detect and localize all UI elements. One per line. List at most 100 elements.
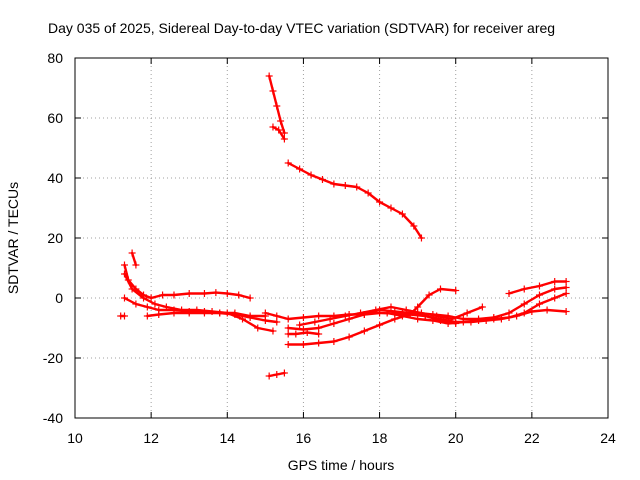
- data-point: [128, 249, 136, 257]
- data-point: [273, 102, 281, 110]
- data-point: [185, 290, 193, 297]
- y-tick-label: 80: [47, 50, 63, 66]
- data-point: [120, 312, 128, 320]
- data-point: [265, 372, 273, 380]
- data-point: [265, 72, 273, 80]
- data-point: [387, 303, 395, 311]
- data-point: [364, 189, 372, 197]
- data-point: [170, 291, 178, 299]
- data-point: [444, 320, 452, 327]
- series-track-14: [284, 329, 323, 338]
- data-point: [254, 324, 262, 332]
- data-series: [117, 72, 570, 380]
- data-point: [562, 290, 570, 297]
- data-point: [120, 294, 128, 302]
- data-point: [429, 311, 437, 318]
- data-point: [360, 327, 368, 335]
- data-point: [311, 318, 319, 326]
- data-point: [417, 234, 425, 242]
- y-tick-label: 60: [47, 110, 63, 126]
- series-track-10: [265, 369, 288, 380]
- data-point: [425, 291, 433, 299]
- data-point: [231, 309, 239, 317]
- data-point: [478, 303, 486, 311]
- data-point: [275, 126, 283, 134]
- data-point: [128, 285, 136, 293]
- data-point: [261, 309, 269, 317]
- data-point: [284, 315, 292, 323]
- data-point: [475, 315, 483, 323]
- data-point: [562, 284, 570, 291]
- data-point: [303, 329, 311, 336]
- data-point: [200, 290, 208, 297]
- series-line: [287, 331, 320, 336]
- data-point: [345, 315, 353, 323]
- data-point: [414, 303, 422, 311]
- data-point: [353, 183, 361, 191]
- data-point: [140, 294, 148, 302]
- data-point: [284, 330, 292, 338]
- data-point: [269, 123, 277, 131]
- data-point: [185, 309, 193, 317]
- data-point: [414, 315, 422, 323]
- data-point: [551, 294, 559, 302]
- data-point: [277, 117, 285, 125]
- data-point: [246, 294, 254, 302]
- data-point: [318, 176, 326, 183]
- data-point: [235, 291, 243, 299]
- data-point: [520, 309, 528, 317]
- axis-ticks: 10 12 14 16 18 20 22 24 -40 -20 0 20 40 60 80: [43, 50, 616, 446]
- x-tick-label: 18: [372, 430, 388, 446]
- data-point: [551, 278, 559, 285]
- y-tick-label: -20: [43, 350, 63, 366]
- data-point: [296, 165, 304, 173]
- data-point: [520, 285, 528, 293]
- data-point: [330, 320, 338, 327]
- data-point: [410, 222, 418, 230]
- data-point: [535, 291, 543, 299]
- series-track-15: [296, 303, 486, 329]
- x-tick-label: 24: [600, 430, 616, 446]
- series-track-18: [505, 278, 570, 297]
- series-track-1: [117, 312, 128, 320]
- series-line: [123, 272, 275, 333]
- data-point: [398, 309, 406, 317]
- x-tick-label: 10: [67, 430, 83, 446]
- data-point: [284, 341, 292, 348]
- series-track-7: [265, 72, 288, 137]
- data-point: [505, 309, 513, 317]
- x-tick-label: 22: [524, 430, 540, 446]
- data-point: [299, 341, 307, 348]
- data-point: [452, 287, 460, 294]
- chart-title: Day 035 of 2025, Sidereal Day-to-day VTE…: [48, 20, 555, 36]
- data-point: [246, 312, 254, 320]
- data-point: [376, 321, 384, 329]
- data-point: [341, 182, 349, 189]
- y-tick-label: 0: [55, 290, 63, 306]
- x-tick-label: 14: [219, 430, 235, 446]
- data-point: [280, 369, 288, 377]
- series-track-17: [398, 284, 570, 323]
- data-point: [120, 270, 128, 278]
- data-point: [147, 294, 155, 302]
- data-point: [200, 309, 208, 317]
- y-axis-label: SDTVAR / TECUs: [5, 182, 21, 294]
- data-point: [341, 312, 349, 320]
- data-point: [520, 300, 528, 308]
- data-point: [315, 324, 323, 332]
- data-point: [357, 309, 365, 317]
- data-point: [132, 300, 140, 308]
- data-point: [159, 291, 167, 299]
- data-point: [292, 330, 300, 338]
- data-point: [429, 317, 437, 324]
- series-track-9: [284, 159, 425, 242]
- data-point: [398, 210, 406, 218]
- data-point: [330, 338, 338, 345]
- data-point: [391, 315, 399, 323]
- y-tick-label: 20: [47, 230, 63, 246]
- data-point: [155, 311, 163, 318]
- data-point: [463, 309, 471, 317]
- y-tick-label: -40: [43, 410, 63, 426]
- data-point: [490, 314, 498, 321]
- x-tick-label: 12: [143, 430, 159, 446]
